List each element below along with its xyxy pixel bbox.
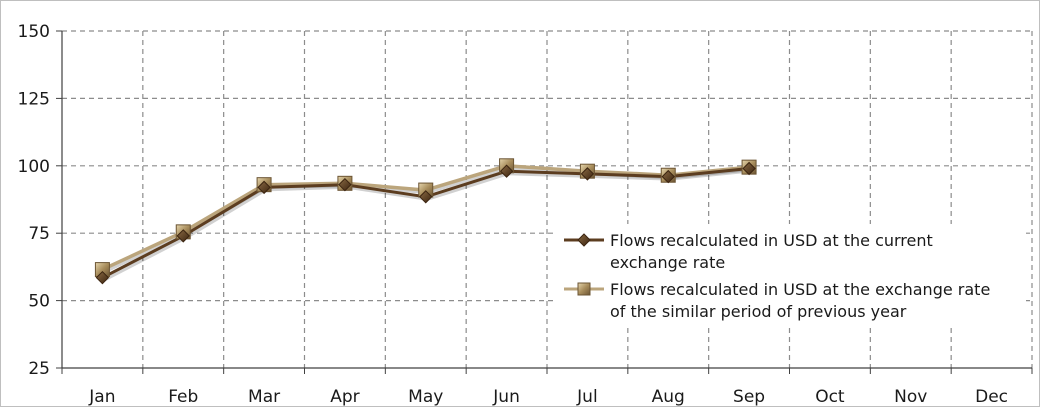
- series-markers: [94, 158, 757, 285]
- y-tick-label-150: 150: [18, 22, 50, 42]
- x-tick-label-mar: Mar: [248, 387, 280, 407]
- marker-current-sep: [742, 161, 756, 176]
- x-tick-label-jul: Jul: [576, 387, 598, 407]
- legend: Flows recalculated in USD at the current…: [556, 224, 1026, 328]
- legend-diamond-marker: [577, 233, 591, 247]
- y-axis-ticks: 25 50 75 100 125 150: [18, 22, 50, 379]
- marker-current-jul: [580, 167, 595, 181]
- marker-current-aug: [661, 169, 675, 184]
- legend-label-previous-line1: Flows recalculated in USD at the exchang…: [610, 280, 990, 299]
- y-tick-label-125: 125: [18, 89, 50, 109]
- x-axis-ticks: Jan Feb Mar Apr May Jun Jul Aug Sep Oct Nov Dec: [88, 387, 1008, 407]
- axes: [56, 30, 1033, 374]
- marker-current-jan: [95, 270, 110, 285]
- marker-current-apr: [338, 177, 352, 192]
- x-tick-label-jan: Jan: [88, 387, 115, 407]
- x-tick-label-feb: Feb: [168, 387, 198, 407]
- legend-label-current-line2: exchange rate: [610, 253, 725, 272]
- y-tick-label-75: 75: [28, 224, 50, 244]
- x-tick-label-nov: Nov: [894, 387, 927, 407]
- marker-current-jun: [499, 164, 514, 178]
- y-tick-label-100: 100: [18, 157, 50, 177]
- x-tick-label-apr: Apr: [330, 387, 359, 407]
- marker-current-mar: [257, 180, 271, 195]
- legend-item-previous-year: Flows recalculated in USD at the exchang…: [564, 280, 990, 321]
- x-tick-label-dec: Dec: [975, 387, 1008, 407]
- marker-current-feb: [176, 229, 190, 243]
- legend-square-marker: [577, 282, 591, 296]
- x-tick-label-sep: Sep: [733, 387, 765, 407]
- x-tick-label-may: May: [408, 387, 443, 407]
- x-tick-label-oct: Oct: [815, 387, 845, 407]
- x-tick-label-aug: Aug: [652, 387, 685, 407]
- legend-label-current-line1: Flows recalculated in USD at the current: [610, 231, 933, 250]
- y-tick-label-50: 50: [28, 292, 50, 312]
- legend-label-previous-line2: of the similar period of previous year: [610, 302, 907, 321]
- legend-item-current: Flows recalculated in USD at the current…: [564, 231, 933, 272]
- y-tick-label-25: 25: [28, 359, 50, 379]
- marker-current-may: [419, 190, 433, 204]
- x-tick-label-jun: Jun: [492, 387, 520, 407]
